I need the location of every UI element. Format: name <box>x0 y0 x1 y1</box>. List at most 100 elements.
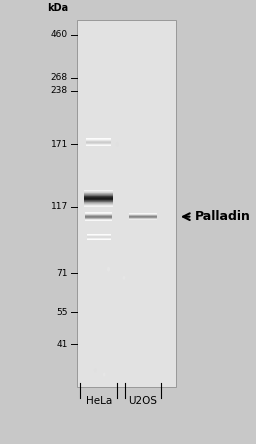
Bar <box>87 239 111 240</box>
Bar <box>84 195 113 196</box>
Bar <box>85 214 112 215</box>
Bar <box>85 219 112 220</box>
Bar <box>86 138 111 139</box>
Bar <box>129 215 157 216</box>
Bar <box>129 215 157 216</box>
Text: 460: 460 <box>51 30 68 39</box>
Bar <box>87 238 111 239</box>
Bar <box>129 217 157 218</box>
Bar <box>129 218 157 219</box>
Bar <box>86 142 111 143</box>
Bar <box>84 194 113 195</box>
Bar <box>86 142 111 143</box>
Bar <box>86 140 111 141</box>
Bar <box>87 234 111 235</box>
Bar <box>87 235 111 236</box>
Bar <box>85 218 112 219</box>
Bar <box>86 141 111 142</box>
Bar <box>85 219 112 220</box>
Bar <box>85 213 112 214</box>
Bar <box>84 193 113 194</box>
Bar <box>84 204 113 205</box>
Bar <box>84 201 113 202</box>
Bar <box>86 144 111 145</box>
Bar <box>86 139 111 140</box>
Bar <box>87 238 111 239</box>
Circle shape <box>108 267 109 271</box>
Bar <box>87 234 111 235</box>
Bar <box>86 143 111 144</box>
Bar <box>129 213 157 214</box>
Text: 71: 71 <box>56 269 68 278</box>
Bar <box>84 193 113 194</box>
Bar <box>86 141 111 142</box>
Bar <box>86 139 111 140</box>
Bar <box>86 140 111 141</box>
Bar <box>87 235 111 236</box>
Bar <box>85 217 112 218</box>
Bar <box>86 143 111 144</box>
Bar <box>85 220 112 221</box>
Bar <box>129 214 157 215</box>
Bar <box>84 205 113 206</box>
Bar <box>84 200 113 201</box>
Bar <box>84 192 113 193</box>
Bar <box>129 217 157 218</box>
Bar <box>86 141 111 142</box>
Bar <box>84 196 113 197</box>
Bar <box>87 237 111 238</box>
Text: U2OS: U2OS <box>128 396 157 406</box>
Bar <box>84 197 113 198</box>
Bar <box>85 219 112 220</box>
Bar <box>86 145 111 146</box>
Text: 238: 238 <box>51 86 68 95</box>
Bar <box>86 139 111 140</box>
Bar <box>84 195 113 196</box>
Text: 41: 41 <box>56 340 68 349</box>
Bar <box>85 218 112 219</box>
Text: kDa: kDa <box>47 3 68 13</box>
Bar <box>129 219 157 220</box>
Bar <box>84 204 113 205</box>
Bar <box>87 234 111 235</box>
Bar <box>85 215 112 216</box>
Text: 268: 268 <box>51 73 68 82</box>
Bar <box>129 214 157 215</box>
Text: 55: 55 <box>56 308 68 317</box>
Bar <box>85 214 112 215</box>
Bar <box>85 216 112 217</box>
Bar <box>84 198 113 199</box>
Bar <box>85 218 112 219</box>
Bar <box>129 217 157 218</box>
Bar <box>86 145 111 146</box>
Bar <box>84 191 113 192</box>
Bar <box>84 198 113 199</box>
Bar <box>129 215 157 216</box>
Bar <box>87 235 111 236</box>
Bar <box>87 237 111 238</box>
Bar <box>85 220 112 221</box>
Bar <box>85 214 112 215</box>
Bar <box>87 236 111 237</box>
Bar <box>77 20 176 388</box>
Bar <box>87 238 111 239</box>
Bar <box>86 145 111 146</box>
Bar <box>84 190 113 191</box>
Bar <box>129 219 157 220</box>
Bar <box>85 213 112 214</box>
Bar <box>84 200 113 201</box>
Bar <box>87 234 111 235</box>
Bar <box>129 216 157 217</box>
Bar <box>84 199 113 200</box>
Bar <box>84 199 113 200</box>
Bar <box>85 213 112 214</box>
Circle shape <box>116 143 118 146</box>
Bar <box>84 203 113 204</box>
Circle shape <box>95 369 96 372</box>
Bar <box>129 218 157 219</box>
Bar <box>85 215 112 216</box>
Bar <box>84 203 113 204</box>
Bar <box>87 236 111 237</box>
Bar <box>84 201 113 202</box>
Bar <box>84 194 113 195</box>
